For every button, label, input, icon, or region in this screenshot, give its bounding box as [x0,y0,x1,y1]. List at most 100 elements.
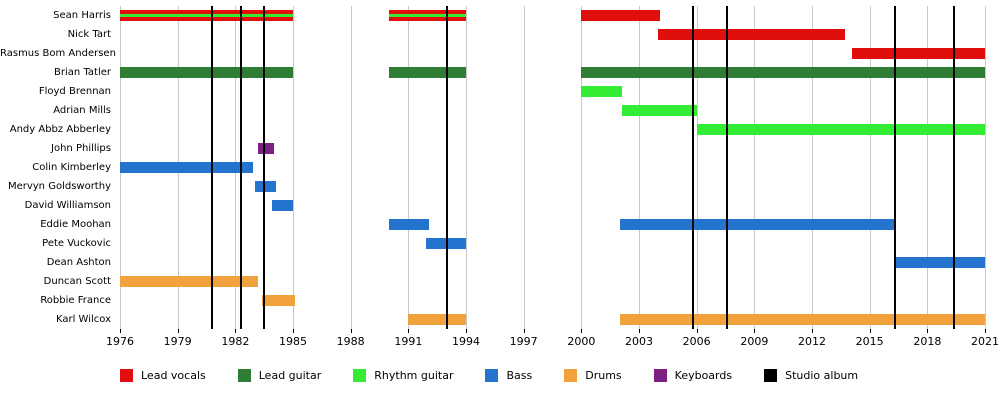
timeline-bar [389,67,466,78]
x-tick [696,329,698,333]
member-label: Duncan Scott [43,276,111,287]
timeline-bar [619,219,895,230]
member-label: Andy Abbz Abberley [9,124,111,135]
member-label: Robbie France [40,295,111,306]
studio-album-swatch [764,369,778,382]
x-tick [235,329,237,333]
timeline-bar [408,314,466,325]
year-gridline [927,6,929,329]
x-tick [350,329,352,333]
x-tick-label: 2009 [740,335,769,348]
x-tick [293,329,294,333]
x-tick-label: 2021 [971,335,999,348]
year-gridline [985,6,986,329]
legend-item: Keyboards [653,369,733,382]
member-label: Eddie Moohan [40,219,111,230]
timeline-bar [120,276,259,287]
studio-album-line [691,6,694,329]
x-tick [927,329,929,333]
x-tick-label: 1991 [394,335,423,348]
legend-label: Rhythm guitar [374,369,454,382]
legend-label: Drums [585,369,622,382]
legend-label: Bass [506,369,533,382]
year-gridline [696,6,698,329]
lead-vocals-swatch [120,369,133,382]
member-label: Dean Ashton [46,257,111,268]
timeline-bar [581,86,622,97]
x-tick [812,329,813,333]
secondary-role-stripe [389,14,466,17]
keyboards-swatch [653,369,667,382]
timeline-bar [120,67,293,78]
x-tick [120,329,121,333]
x-tick-label: 2000 [567,335,596,348]
timeline-bar [389,219,430,230]
year-gridline [639,6,640,329]
timeline-bar [262,295,295,306]
studio-album-line [240,6,243,329]
studio-album-line [953,6,956,329]
x-axis: 1976 1979 1982 1985 1988 1991 1994 1997 2000 2003… [106,335,999,349]
member-label: Karl Wilcox [55,314,111,325]
timeline-bar [258,143,274,154]
member-label: Sean Harris [53,10,111,21]
year-gridline [350,6,352,329]
drums-swatch [564,369,578,382]
x-tick [408,329,410,333]
x-tick [985,329,986,333]
member-labels: Sean Harris Nick Tart Rasmus Bom Andersen B… [0,6,116,329]
x-tick-label: 1976 [106,335,134,348]
studio-album-line [211,6,214,329]
timeline-bar [696,124,985,135]
year-gridline [581,6,583,329]
year-gridline [754,6,756,329]
member-label: Adrian Mills [53,105,111,116]
legend-label: Keyboards [674,369,733,382]
member-label: Mervyn Goldsworthy [7,181,111,192]
x-tick-label: 1985 [279,335,307,348]
member-label: Colin Kimberley [32,162,111,173]
x-tick [523,329,525,333]
member-label: Floyd Brennan [38,86,111,97]
legend-item: Drums [564,369,622,382]
timeline-bar [894,257,985,268]
legend-item: Rhythm guitar [353,369,453,382]
legend-item: Lead guitar [237,369,321,382]
legend-label: Studio album [785,369,859,382]
timeline-bar [120,162,253,173]
legend-item: Bass [485,369,532,382]
member-label: Brian Tatler [54,67,111,78]
year-gridline [869,6,871,329]
rhythm-guitar-swatch [353,369,367,382]
legend-item: Lead vocals [120,369,206,382]
studio-album-line [726,6,729,329]
x-tick-label: 1988 [336,335,365,348]
studio-album-line [893,6,896,329]
x-tick [869,329,871,333]
x-tick [754,329,756,333]
timeline-bar [658,29,845,40]
year-gridline [408,6,410,329]
x-tick-label: 2006 [682,335,711,348]
legend-item: Studio album [764,369,858,382]
lead-guitar-swatch [237,369,251,382]
bass-swatch [485,369,499,382]
legend: Lead vocals Lead guitar Rhythm guitar Bass D… [120,369,858,382]
timeline-bar [120,10,293,21]
timeline-bar [581,67,985,78]
member-label: Nick Tart [67,29,111,40]
timeline-bar [621,105,697,116]
plot-area [120,6,986,333]
member-label: David Williamson [24,200,111,211]
timeline-bar [581,10,661,21]
year-gridline [466,6,467,329]
member-label: Pete Vuckovic [42,238,111,249]
x-tick-label: 1994 [452,335,480,348]
timeline-bar [852,48,985,59]
year-gridline [523,6,525,329]
year-gridline [812,6,813,329]
x-tick-label: 2015 [855,335,884,348]
year-gridline [293,6,294,329]
x-tick-label: 1997 [509,335,538,348]
